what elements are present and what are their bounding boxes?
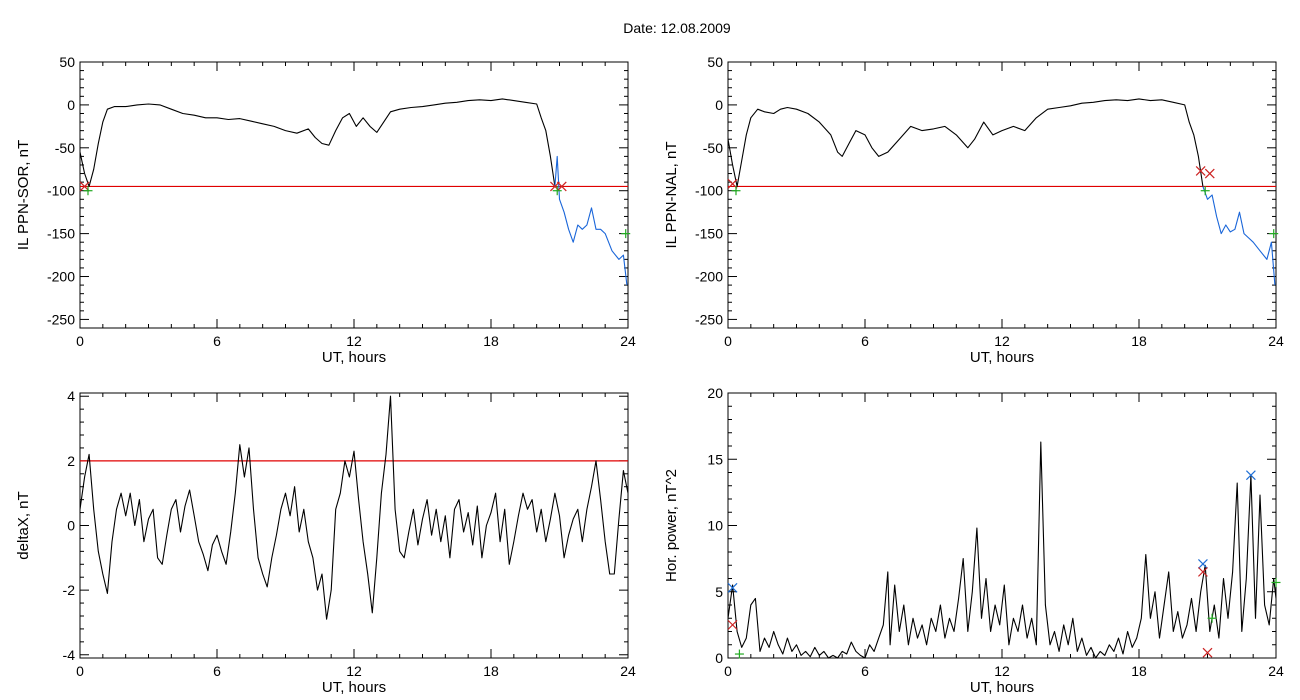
plus-marker bbox=[621, 229, 631, 239]
marker-stroke bbox=[1195, 166, 1206, 176]
x-tick-label: 0 bbox=[724, 663, 732, 679]
x-tick-label: 12 bbox=[994, 663, 1010, 679]
y-tick-label: 0 bbox=[715, 97, 723, 113]
x-tick-label: 12 bbox=[346, 333, 362, 349]
x-tick-label: 12 bbox=[346, 663, 362, 679]
x-tick-label: 18 bbox=[1131, 333, 1147, 349]
x-tick-label: 12 bbox=[994, 333, 1010, 349]
x-tick-label: 24 bbox=[620, 333, 636, 349]
x-tick-label: 6 bbox=[213, 333, 221, 349]
y-tick-label: 50 bbox=[707, 54, 723, 70]
panel-p3: 0 6 12 18 24 4 2 0 -2 -4 UT, hours deltaX, nT bbox=[15, 388, 636, 696]
series-line-0 bbox=[79, 98, 556, 187]
cross-marker bbox=[550, 181, 560, 192]
x-tick-label: 24 bbox=[620, 663, 636, 679]
x-tick-label: 24 bbox=[1268, 333, 1284, 349]
series-line-1 bbox=[1202, 186, 1276, 286]
cross-marker bbox=[1204, 168, 1215, 179]
cross-marker bbox=[727, 619, 738, 630]
x-tick-label: 24 bbox=[1268, 663, 1284, 679]
x-tick-label: 18 bbox=[1131, 663, 1147, 679]
y-tick-label: -2 bbox=[63, 582, 76, 598]
plus-marker bbox=[1207, 613, 1217, 623]
panel-p1: 0 6 12 18 24 50 0 -50 -100 -150 -200 -250 UT, hours I… bbox=[15, 54, 636, 366]
plus-marker bbox=[734, 649, 744, 659]
series-line-0 bbox=[727, 441, 1277, 659]
x-tick-label: 18 bbox=[483, 333, 499, 349]
plus-marker bbox=[1200, 186, 1210, 196]
marker-stroke bbox=[727, 619, 738, 630]
x-tick-label: 6 bbox=[861, 663, 869, 679]
x-axis-label: UT, hours bbox=[970, 679, 1034, 696]
x-tick-label: 6 bbox=[861, 333, 869, 349]
y-tick-label: 4 bbox=[67, 388, 75, 404]
marker-stroke bbox=[556, 181, 567, 192]
y-axis-label: Hor. power, nT^2 bbox=[663, 469, 680, 582]
y-tick-label: -250 bbox=[695, 311, 723, 327]
y-axis-label: IL PPN-NAL, nT bbox=[663, 142, 680, 249]
cross-marker bbox=[1195, 166, 1206, 176]
y-tick-label: -100 bbox=[695, 183, 723, 199]
y-tick-label: -150 bbox=[47, 226, 75, 242]
y-tick-label: 5 bbox=[715, 584, 723, 600]
y-tick-label: -4 bbox=[63, 647, 76, 663]
series-line-0 bbox=[727, 98, 1204, 187]
y-tick-label: -100 bbox=[47, 183, 75, 199]
y-tick-label: 50 bbox=[59, 54, 75, 70]
x-axis-label: UT, hours bbox=[970, 349, 1034, 366]
marker-stroke bbox=[1204, 168, 1215, 179]
y-tick-label: 20 bbox=[707, 385, 723, 401]
plus-marker bbox=[731, 186, 741, 196]
x-axis-label: UT, hours bbox=[322, 349, 386, 366]
y-tick-label: -150 bbox=[695, 226, 723, 242]
cross-marker bbox=[1202, 647, 1213, 658]
y-tick-label: 0 bbox=[67, 518, 75, 534]
series-line-1 bbox=[554, 155, 628, 286]
series-line-0 bbox=[79, 395, 629, 620]
panel-p4: 0 6 12 18 24 20 15 10 5 0 UT, hours Hor. power, nT^… bbox=[663, 385, 1284, 696]
y-tick-label: 2 bbox=[67, 453, 75, 469]
cross-marker bbox=[556, 181, 567, 192]
y-axis-label: IL PPN-SOR, nT bbox=[15, 140, 32, 250]
x-tick-label: 6 bbox=[213, 663, 221, 679]
y-tick-label: -200 bbox=[695, 269, 723, 285]
marker-stroke bbox=[1202, 647, 1213, 658]
x-tick-label: 0 bbox=[76, 663, 84, 679]
cross-marker bbox=[727, 582, 738, 593]
x-tick-label: 0 bbox=[76, 333, 84, 349]
marker-stroke bbox=[1198, 566, 1208, 577]
y-tick-label: 15 bbox=[707, 451, 723, 467]
plot-frame bbox=[79, 392, 629, 659]
cross-marker bbox=[1198, 566, 1208, 577]
y-tick-label: 0 bbox=[715, 650, 723, 666]
marker-stroke bbox=[727, 582, 738, 593]
panel-p2: 0 6 12 18 24 50 0 -50 -100 -150 -200 -250 UT, hours I… bbox=[663, 54, 1284, 366]
y-tick-label: 0 bbox=[67, 97, 75, 113]
x-axis-label: UT, hours bbox=[322, 679, 386, 696]
marker-stroke bbox=[550, 181, 560, 192]
marker-stroke bbox=[1198, 559, 1208, 569]
plus-marker bbox=[1269, 229, 1279, 239]
y-axis-label: deltaX, nT bbox=[15, 491, 32, 559]
cross-marker bbox=[1245, 470, 1256, 481]
y-tick-label: -50 bbox=[55, 140, 75, 156]
y-tick-label: -250 bbox=[47, 311, 75, 327]
plus-marker bbox=[83, 186, 93, 196]
cross-marker bbox=[1198, 559, 1208, 569]
figure-title: Date: 12.08.2009 bbox=[623, 20, 731, 36]
marker-stroke bbox=[79, 181, 90, 192]
y-tick-label: -50 bbox=[703, 140, 723, 156]
y-tick-label: -200 bbox=[47, 269, 75, 285]
marker-stroke bbox=[1245, 470, 1256, 481]
x-tick-label: 0 bbox=[724, 333, 732, 349]
plus-marker bbox=[1271, 577, 1281, 587]
x-tick-label: 18 bbox=[483, 663, 499, 679]
y-tick-label: 10 bbox=[707, 518, 723, 534]
plot-frame bbox=[79, 61, 629, 329]
plot-frame bbox=[727, 61, 1277, 329]
marker-stroke bbox=[727, 178, 738, 189]
plus-marker bbox=[552, 186, 562, 196]
